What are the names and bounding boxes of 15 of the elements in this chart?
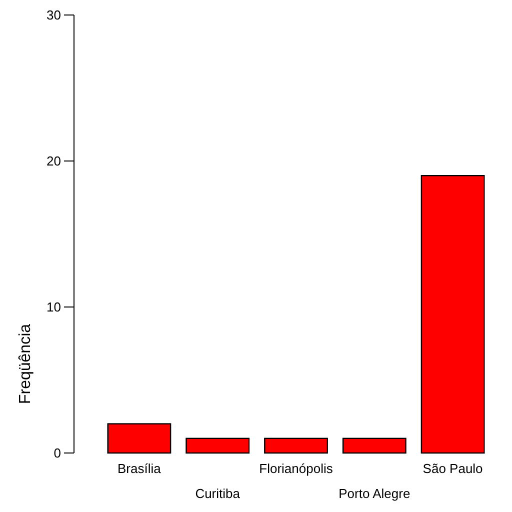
- x-tick-label: Brasília: [118, 461, 162, 476]
- x-tick-label: Curitiba: [195, 486, 241, 501]
- y-axis-title: Freqüência: [17, 324, 34, 404]
- y-tick-label: 30: [46, 8, 61, 23]
- bar: [186, 438, 250, 454]
- bar: [264, 438, 328, 454]
- x-tick-label: São Paulo: [422, 461, 483, 476]
- bar: [342, 438, 406, 454]
- bar: [107, 423, 172, 454]
- bar: [420, 175, 485, 454]
- y-tick-label: 10: [46, 300, 61, 315]
- x-tick-label: Florianópolis: [259, 461, 334, 476]
- y-tick-label: 0: [54, 446, 61, 461]
- x-tick-label: Porto Alegre: [338, 486, 410, 501]
- y-tick-label: 20: [46, 154, 61, 169]
